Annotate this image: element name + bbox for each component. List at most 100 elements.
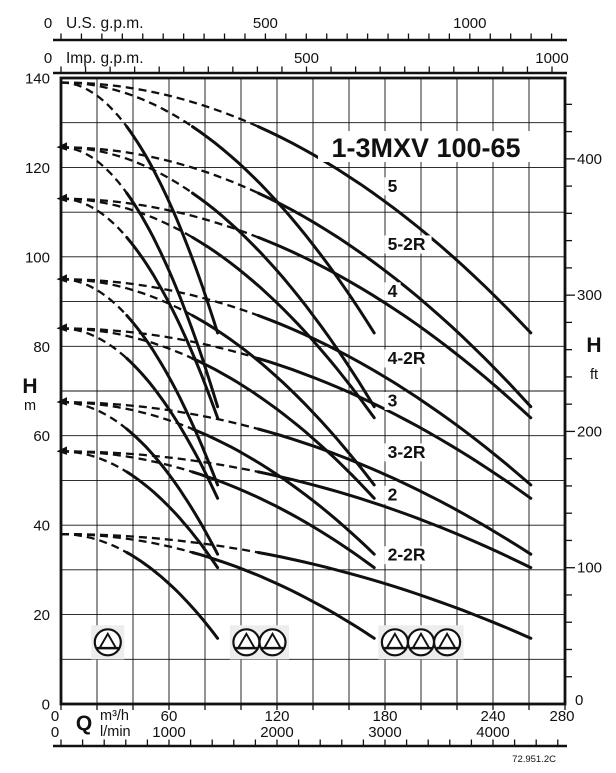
pump-curve-minflow: [60, 327, 128, 360]
pump-curve-minflow: [61, 532, 128, 554]
shutoff-arrow: [56, 397, 67, 406]
grid-layer: [59, 76, 567, 706]
curve-label: 2: [388, 484, 398, 504]
pump-curve-minflow: [60, 81, 128, 128]
pump-curve: [125, 125, 220, 335]
pump-icon: [232, 628, 261, 657]
curve-label: 2-2R: [388, 545, 426, 565]
h-m-tick-label: 120: [25, 160, 50, 177]
pump-icon: [433, 628, 462, 657]
h-ft-tick-label: 300: [577, 287, 602, 304]
pump-curve: [256, 427, 533, 556]
pump-curve-minflow: [60, 278, 194, 317]
pump-curve-minflow: [60, 146, 128, 194]
pump-curve: [256, 470, 533, 570]
curve-label-backdrop: [384, 546, 432, 565]
shutoff-arrow: [56, 142, 67, 151]
pump-curve-minflow: [61, 401, 259, 431]
curve-label-backdrop: [384, 177, 401, 196]
curve-label: 3: [388, 390, 398, 410]
pump-curve: [125, 551, 220, 640]
pump-icon: [258, 628, 287, 657]
pump-curve-minflow: [60, 81, 259, 128]
pump-icon: [406, 628, 436, 657]
h-ft-tick-label: 200: [577, 423, 602, 440]
chart-title: 1-3MXV 100-65: [331, 133, 520, 163]
us-gpm-tick-label: 0: [44, 15, 52, 32]
pump-curve: [191, 551, 376, 640]
h-m-tick-label: 20: [33, 607, 50, 624]
curve-label-backdrop: [384, 235, 432, 254]
pump-curve: [256, 191, 533, 409]
pump-curve-minflow: [60, 146, 194, 195]
h-m-tick-label: 100: [25, 249, 50, 266]
pump-icon: [380, 628, 409, 657]
pump-curve: [256, 314, 533, 487]
shutoff-arrow: [56, 274, 67, 283]
h-m-tick-label: 0: [42, 697, 50, 714]
figure-code: 72.951.2C: [512, 754, 556, 765]
flow-axis-unit-lmin: l/min: [100, 724, 131, 740]
q-lmin-tick-label: 4000: [476, 724, 509, 741]
curve-label: 4-2R: [388, 348, 426, 368]
imp-gpm-tick-label: 0: [44, 50, 52, 67]
h-m-tick-label: 140: [25, 71, 50, 88]
pump-curve: [256, 356, 533, 500]
curve-label: 5-2R: [388, 234, 426, 254]
pump-curve: [125, 356, 220, 500]
pump-curve-minflow: [61, 532, 259, 554]
ruler-layer: [53, 33, 575, 748]
curve-label-backdrop: [384, 485, 401, 504]
pump-curve: [191, 356, 376, 500]
pump-curve: [191, 235, 376, 420]
pump-curve-minflow: [60, 278, 259, 317]
curve-label-backdrop: [384, 349, 432, 368]
q-lmin-tick-label: 2000: [260, 724, 293, 741]
q-m3h-tick-label: 280: [549, 708, 574, 725]
q-lmin-tick-label: 0: [51, 724, 59, 741]
left-axis-label: H: [22, 375, 37, 398]
pump-curve-minflow: [61, 401, 128, 430]
pump-curve-minflow: [61, 450, 193, 473]
pump-curve-minflow: [61, 450, 128, 473]
curve-label-backdrop: [384, 443, 432, 462]
us-gpm-axis-label: U.S. g.p.m.: [66, 15, 144, 32]
shutoff-arrow: [56, 193, 67, 203]
pump-curve: [256, 551, 533, 640]
curve-label: 4: [388, 281, 398, 301]
pump-curve: [191, 470, 376, 570]
h-m-tick-label: 80: [33, 339, 50, 356]
h-ft-zero-label: 0: [575, 692, 583, 709]
pump-curve: [256, 235, 533, 420]
pump-curve-minflow: [61, 401, 193, 431]
annotation-layer: 5 5-2R 4 4-2R 3 3-2R 2 2-2R: [56, 131, 534, 565]
curve-label-backdrop: [384, 282, 401, 301]
q-m3h-tick-label: 120: [264, 708, 289, 725]
pump-curve-minflow: [61, 532, 193, 554]
pump-curve-minflow: [60, 146, 259, 195]
shutoff-arrow: [56, 446, 67, 455]
right-axis-unit: ft: [590, 367, 598, 383]
pump-curve: [191, 427, 376, 556]
right-axis-label: H: [586, 334, 601, 357]
pump-curve: [191, 125, 376, 335]
left-axis-unit: m: [24, 398, 36, 414]
q-m3h-tick-label: 240: [480, 708, 505, 725]
pump-curve: [191, 191, 376, 409]
pump-curve-minflow: [60, 81, 194, 128]
pump-curve-minflow: [60, 327, 193, 360]
h-ft-tick-label: 100: [577, 560, 602, 577]
q-m3h-tick-label: 180: [372, 708, 397, 725]
h-m-tick-label: 60: [33, 428, 50, 445]
pump-curve-minflow: [60, 197, 128, 239]
h-m-tick-label: 40: [33, 518, 50, 535]
pump-curve-minflow: [60, 197, 194, 239]
h-ft-tick-label: 400: [577, 151, 602, 168]
us-gpm-tick-label: 1000: [453, 15, 486, 32]
pump-curve-minflow: [61, 450, 259, 474]
q-m3h-tick-label: 60: [161, 708, 178, 725]
q-lmin-tick-label: 3000: [368, 724, 401, 741]
curve-label: 5: [388, 176, 398, 196]
